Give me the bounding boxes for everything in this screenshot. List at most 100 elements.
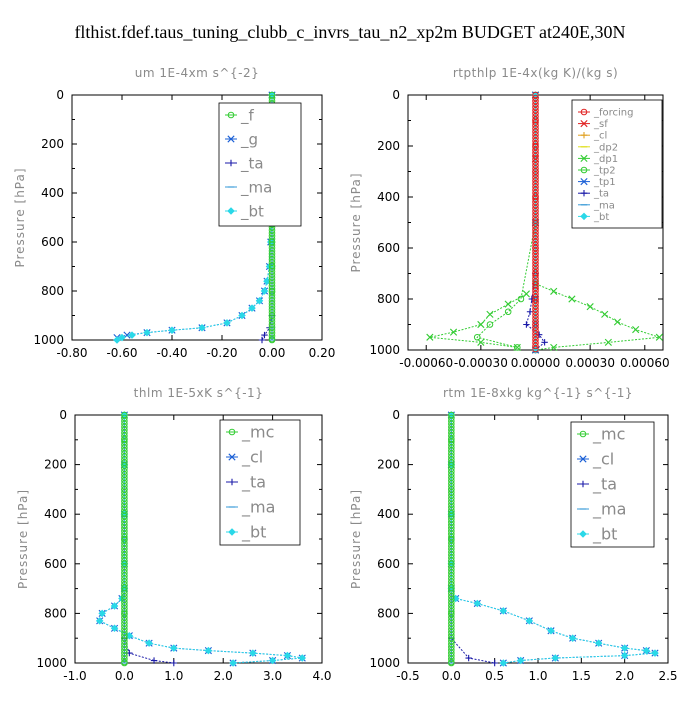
- y-tick-label: 600: [377, 557, 400, 571]
- data-point: [145, 639, 153, 647]
- data-point: [620, 651, 629, 660]
- data-point: [168, 326, 176, 334]
- legend-entry: _tp2: [593, 166, 616, 177]
- zero-column-marker: [532, 113, 539, 120]
- zero-column-marker: [532, 260, 539, 267]
- zero-column-marker: [532, 107, 539, 114]
- zero-column-marker: [532, 214, 539, 221]
- zero-column-marker: [532, 192, 539, 200]
- y-tick-label: 0: [392, 408, 400, 422]
- zero-column-marker: [532, 327, 539, 334]
- legend-symbol: [578, 166, 590, 174]
- zero-column-marker: [532, 244, 539, 252]
- legend-symbol: [577, 455, 589, 463]
- zero-column-marker: [532, 302, 539, 310]
- zero-column-marker: [268, 335, 276, 343]
- chart-title: rtm 1E-8xkg kg^{-1} s^{-1}: [443, 386, 633, 400]
- data-point: [426, 333, 434, 341]
- zero-column-marker: [532, 312, 539, 319]
- legend-entry: _dp1: [593, 154, 618, 165]
- data-point: [601, 310, 609, 318]
- legend-marker: [579, 530, 587, 538]
- zero-column-marker: [532, 305, 539, 313]
- zero-column-marker: [448, 658, 455, 666]
- zero-column-marker: [532, 333, 539, 341]
- y-axis-label: Pressure [hPa]: [13, 167, 27, 267]
- zero-column-marker: [532, 171, 539, 178]
- legend-marker: [580, 212, 588, 221]
- legend-marker: [580, 108, 588, 116]
- legend-symbol: [225, 111, 237, 119]
- x-tick-label: 0.00030: [565, 356, 615, 370]
- data-point: [568, 634, 577, 642]
- legend-entry: _bt: [240, 202, 264, 221]
- series-line: [429, 293, 527, 348]
- zero-column-marker: [532, 250, 539, 258]
- x-tick-label: 2.0: [214, 669, 233, 683]
- zero-column-marker: [532, 189, 539, 197]
- y-tick-label: 600: [377, 241, 400, 255]
- zero-column-marker: [532, 198, 539, 206]
- zero-column-marker: [532, 217, 539, 224]
- data-point: [118, 333, 126, 342]
- y-axis-label: Pressure [hPa]: [16, 489, 30, 589]
- legend-entry: _cl: [592, 450, 614, 470]
- series-line: [123, 415, 174, 664]
- data-point: [517, 295, 525, 303]
- legend: _mc _cl _ta _ma _bt: [219, 419, 301, 546]
- data-point: [526, 308, 534, 315]
- data-point: [486, 321, 494, 328]
- data-point: [110, 624, 119, 633]
- legend-entry: _dp2: [593, 142, 618, 153]
- y-tick-label: 200: [377, 458, 400, 472]
- x-tick-label: 2.0: [615, 669, 634, 683]
- series-ta: [448, 411, 498, 667]
- zero-column-marker: [532, 318, 539, 325]
- data-point: [486, 310, 494, 318]
- zero-column-marker: [532, 263, 539, 270]
- zero-column-marker: [532, 183, 539, 191]
- zero-column-marker: [532, 134, 539, 142]
- y-tick-label: 600: [41, 235, 64, 249]
- y-tick-label: 1000: [33, 333, 64, 347]
- legend-symbol: [225, 159, 237, 167]
- legend-symbol: [578, 120, 590, 128]
- x-tick-label: 3.0: [263, 669, 282, 683]
- x-tick-label: 0.0: [115, 669, 134, 683]
- data-point: [541, 339, 548, 346]
- zero-column-marker: [532, 247, 539, 255]
- data-point: [604, 338, 612, 346]
- legend-marker: [228, 528, 236, 536]
- x-tick-label: 0.0: [442, 669, 461, 683]
- legend-symbol: [225, 207, 237, 215]
- zero-column-marker: [532, 211, 539, 218]
- zero-column-marker: [532, 97, 539, 105]
- data-point: [170, 659, 177, 667]
- data-point: [170, 644, 178, 652]
- zero-column-marker: [532, 128, 539, 136]
- y-axis-label: Pressure [hPa]: [349, 489, 363, 589]
- zero-column-marker: [121, 655, 128, 663]
- data-point: [620, 644, 629, 652]
- data-point: [449, 328, 458, 336]
- zero-column-marker: [532, 186, 539, 194]
- data-point: [465, 654, 472, 662]
- legend-marker: [579, 455, 587, 463]
- y-tick-label: 1000: [369, 656, 400, 670]
- zero-column-marker: [532, 226, 539, 233]
- y-tick-label: 800: [377, 606, 400, 620]
- data-point: [261, 331, 268, 339]
- y-tick-label: 0: [56, 88, 64, 102]
- data-point: [249, 649, 257, 657]
- x-tick-label: 1.5: [572, 669, 591, 683]
- data-point: [568, 295, 576, 303]
- legend-symbol: [225, 135, 237, 143]
- chart-title: rtpthlp 1E-4x(kg K)/(kg s): [453, 66, 618, 80]
- data-point: [248, 304, 256, 312]
- legend-marker: [228, 453, 236, 461]
- chart-title: thlm 1E-5xK s^{-1}: [134, 386, 264, 400]
- legend-entry: _ma: [241, 498, 275, 518]
- legend-symbol: [577, 480, 589, 488]
